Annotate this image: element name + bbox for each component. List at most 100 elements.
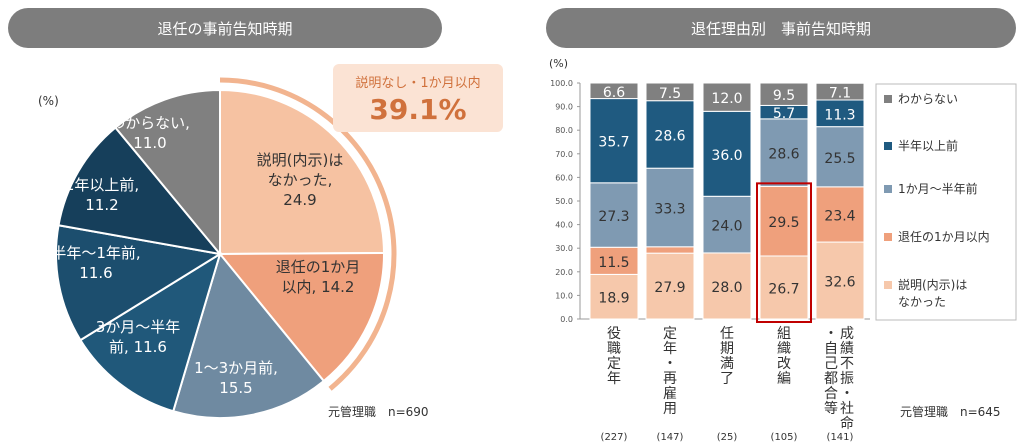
bar-segment [589, 182, 639, 248]
pie-slice-label: 1年以上前, [65, 176, 139, 194]
bar-segment [702, 252, 752, 320]
legend-swatch [884, 95, 892, 103]
x-category-label: 雇 [663, 385, 677, 402]
bar-segment [589, 273, 639, 320]
y-tick-label: 50.0 [555, 197, 573, 206]
pie-slice-label: 退任の1か月 [276, 258, 361, 276]
pie-slice-label: 前, 11.6 [109, 338, 167, 356]
pie-slice-label: わからない, [110, 114, 190, 132]
pie-slice-label: 15.5 [219, 379, 252, 397]
x-category-label: 定 [607, 356, 621, 372]
x-category-label: 職 [607, 341, 621, 357]
x-category-label: 命 [840, 415, 854, 432]
bar-value-label: 28.6 [654, 128, 685, 144]
pie-slice-label: 以内, 14.2 [282, 278, 355, 296]
bar-segment [702, 110, 752, 197]
x-category-label: 織 [777, 341, 791, 357]
pie-slice-label: 24.9 [283, 191, 316, 209]
pie-unit-label: (%) [38, 94, 59, 108]
x-category-label: ・ [663, 356, 677, 372]
x-category-label: 不 [840, 356, 854, 372]
pie-slice-label: 11.6 [79, 264, 112, 282]
bar-value-label: 24.0 [711, 219, 742, 235]
bar-segment [702, 195, 752, 254]
x-category-count: (141) [827, 432, 854, 443]
bar-value-label: 27.3 [598, 209, 629, 225]
y-tick-label: 60.0 [555, 173, 573, 182]
bar-value-label: 28.6 [768, 147, 799, 163]
y-tick-label: 0.0 [560, 315, 573, 324]
x-category-label: 合 [824, 386, 838, 402]
y-tick-label: 90.0 [555, 103, 573, 112]
pie-slice [55, 224, 223, 342]
callout-value: 39.1% [369, 93, 467, 126]
legend-label: 退任の1か月以内 [898, 230, 990, 244]
x-category-label: 績 [840, 341, 854, 357]
pie-slice-label: 11.2 [85, 196, 118, 214]
pie-chart-title: 退任の事前告知時期 [8, 8, 442, 48]
bar-value-label: 35.7 [598, 135, 629, 151]
x-category-label: 編 [777, 371, 791, 387]
legend-label: なかった [898, 295, 946, 309]
x-category-label: 満 [720, 356, 734, 372]
bar-segment [645, 100, 695, 169]
x-category-label: 年 [607, 371, 621, 387]
bar-value-label: 29.5 [768, 215, 799, 231]
bar-segment [815, 82, 865, 101]
bar-value-label: 36.0 [711, 148, 742, 164]
pie-slice [172, 251, 326, 419]
x-category-label: 組 [777, 326, 791, 342]
x-category-count: (227) [601, 432, 628, 443]
legend-swatch [884, 185, 892, 193]
bar-segment [645, 167, 695, 248]
x-category-label: 己 [824, 356, 838, 372]
x-category-label: 都 [824, 371, 838, 387]
bar-value-label: 23.4 [824, 208, 855, 224]
legend-swatch [884, 233, 892, 241]
x-category-label: 役 [607, 326, 621, 342]
x-category-label: 任 [720, 326, 734, 342]
highlight-arc [219, 77, 397, 391]
bar-value-label: 18.9 [598, 291, 629, 307]
bar-segment [815, 126, 865, 188]
bar-chart-title: 退任理由別 事前告知時期 [546, 8, 1016, 48]
y-tick-label: 100.0 [550, 79, 573, 88]
pie-slice [79, 251, 222, 413]
x-category-count: (105) [771, 432, 798, 443]
bar-segment [589, 98, 639, 184]
legend-swatch [884, 281, 892, 289]
pie-slice-label: 11.0 [133, 134, 166, 152]
x-category-label: 自 [824, 341, 838, 357]
legend-box [875, 83, 1017, 321]
x-category-count: (147) [657, 432, 684, 443]
pie-slice-label: 1～3か月前, [194, 359, 278, 377]
bar-segment [815, 99, 865, 128]
bar-segment [759, 82, 809, 106]
bar-value-label: 33.3 [654, 201, 685, 217]
pie-slice [219, 88, 386, 256]
x-category-label: 用 [663, 401, 677, 417]
bar-segment [589, 82, 639, 100]
bar-value-label: 9.5 [773, 88, 795, 104]
bar-segment [645, 82, 695, 102]
bar-value-label: 28.0 [711, 280, 742, 296]
legend-swatch [884, 142, 892, 150]
highlight-box [756, 182, 812, 323]
bar-value-label: 7.5 [659, 86, 681, 102]
x-category-label: 了 [720, 371, 734, 387]
bar-value-label: 27.9 [654, 280, 685, 296]
bar-value-label: 6.6 [603, 85, 625, 101]
pie-slice [57, 126, 223, 256]
bar-segment [759, 185, 809, 257]
x-category-label: ・ [824, 326, 838, 342]
x-category-label: 振 [840, 371, 854, 387]
bar-unit-label: (%) [549, 57, 569, 70]
pie-slice [114, 88, 221, 257]
x-category-count: (25) [717, 432, 738, 443]
y-tick-label: 80.0 [555, 126, 573, 135]
pie-slice-label: 3か月～半年 [96, 318, 181, 336]
callout-box: 説明なし・1か月以内 39.1% [333, 64, 503, 132]
pie-sample-size: 元管理職 n=690 [328, 405, 429, 419]
bar-segment [589, 246, 639, 275]
bar-segment [815, 241, 865, 320]
